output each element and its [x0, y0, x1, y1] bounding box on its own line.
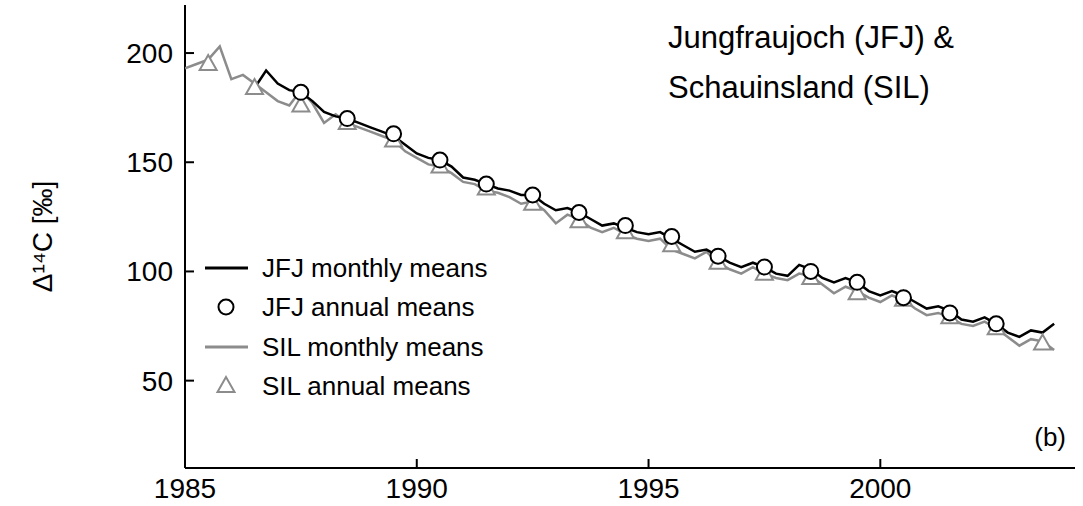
x-axis	[185, 467, 1075, 469]
title: Jungfraujoch (JFJ) & Schauinsland (SIL)	[668, 20, 954, 105]
x-tick	[416, 459, 418, 468]
legend-swatch	[218, 377, 235, 392]
x-tick	[184, 459, 186, 468]
marker	[340, 111, 355, 126]
legend-entry: JFJ monthly means	[205, 253, 487, 283]
y-tick-label: 200	[126, 38, 173, 69]
marker	[711, 249, 726, 264]
marker	[895, 291, 912, 306]
legend-label: SIL monthly means	[262, 332, 484, 362]
legend-label: JFJ annual means	[262, 292, 474, 322]
marker	[293, 85, 308, 100]
legend-label: SIL annual means	[262, 371, 471, 401]
y-tick	[185, 380, 194, 382]
y-axis	[184, 5, 186, 468]
y-tick-label: 50	[142, 366, 173, 397]
y-tick	[185, 270, 194, 272]
marker	[386, 126, 401, 141]
marker	[850, 275, 865, 290]
legend-entry: JFJ annual means	[219, 292, 475, 322]
panel-label: (b)	[1034, 422, 1066, 452]
marker	[896, 290, 911, 305]
marker	[942, 305, 957, 320]
y-tick-label: 100	[126, 256, 173, 287]
title-line: Schauinsland (SIL)	[668, 70, 930, 105]
legend-swatch	[205, 346, 248, 349]
series-line	[255, 71, 1055, 337]
y-tick	[185, 161, 194, 163]
marker	[664, 229, 679, 244]
marker	[479, 177, 494, 192]
y-axis-title: Δ¹⁴C [‰]	[27, 181, 58, 293]
marker	[572, 205, 587, 220]
series-line	[185, 47, 1054, 351]
marker	[432, 153, 447, 168]
plot-marks	[185, 47, 1054, 351]
y-tick	[185, 52, 194, 54]
marker	[525, 188, 540, 203]
y-tick-label: 150	[126, 147, 173, 178]
legend-entry: SIL monthly means	[205, 332, 484, 362]
x-tick-label: 1995	[617, 473, 679, 504]
marker	[803, 264, 818, 279]
legend-label: JFJ monthly means	[262, 253, 487, 283]
marker	[757, 260, 772, 275]
x-tick-label: 2000	[849, 473, 911, 504]
marker	[989, 316, 1004, 331]
marker	[246, 79, 263, 94]
legend-entry: SIL annual means	[218, 371, 471, 401]
x-tick	[648, 459, 650, 468]
x-tick	[879, 459, 881, 468]
x-tick-label: 1985	[154, 473, 216, 504]
x-tick-label: 1990	[386, 473, 448, 504]
marker	[200, 55, 217, 70]
marker	[1034, 335, 1051, 350]
marker	[618, 218, 633, 233]
chart: 50 100 150 200 1985 1990 1995 2000 Δ¹⁴C [‰] JFJ m…	[0, 0, 1083, 506]
title-line: Jungfraujoch (JFJ) &	[668, 20, 954, 55]
legend-swatch	[219, 300, 234, 315]
legend-swatch	[205, 267, 248, 270]
